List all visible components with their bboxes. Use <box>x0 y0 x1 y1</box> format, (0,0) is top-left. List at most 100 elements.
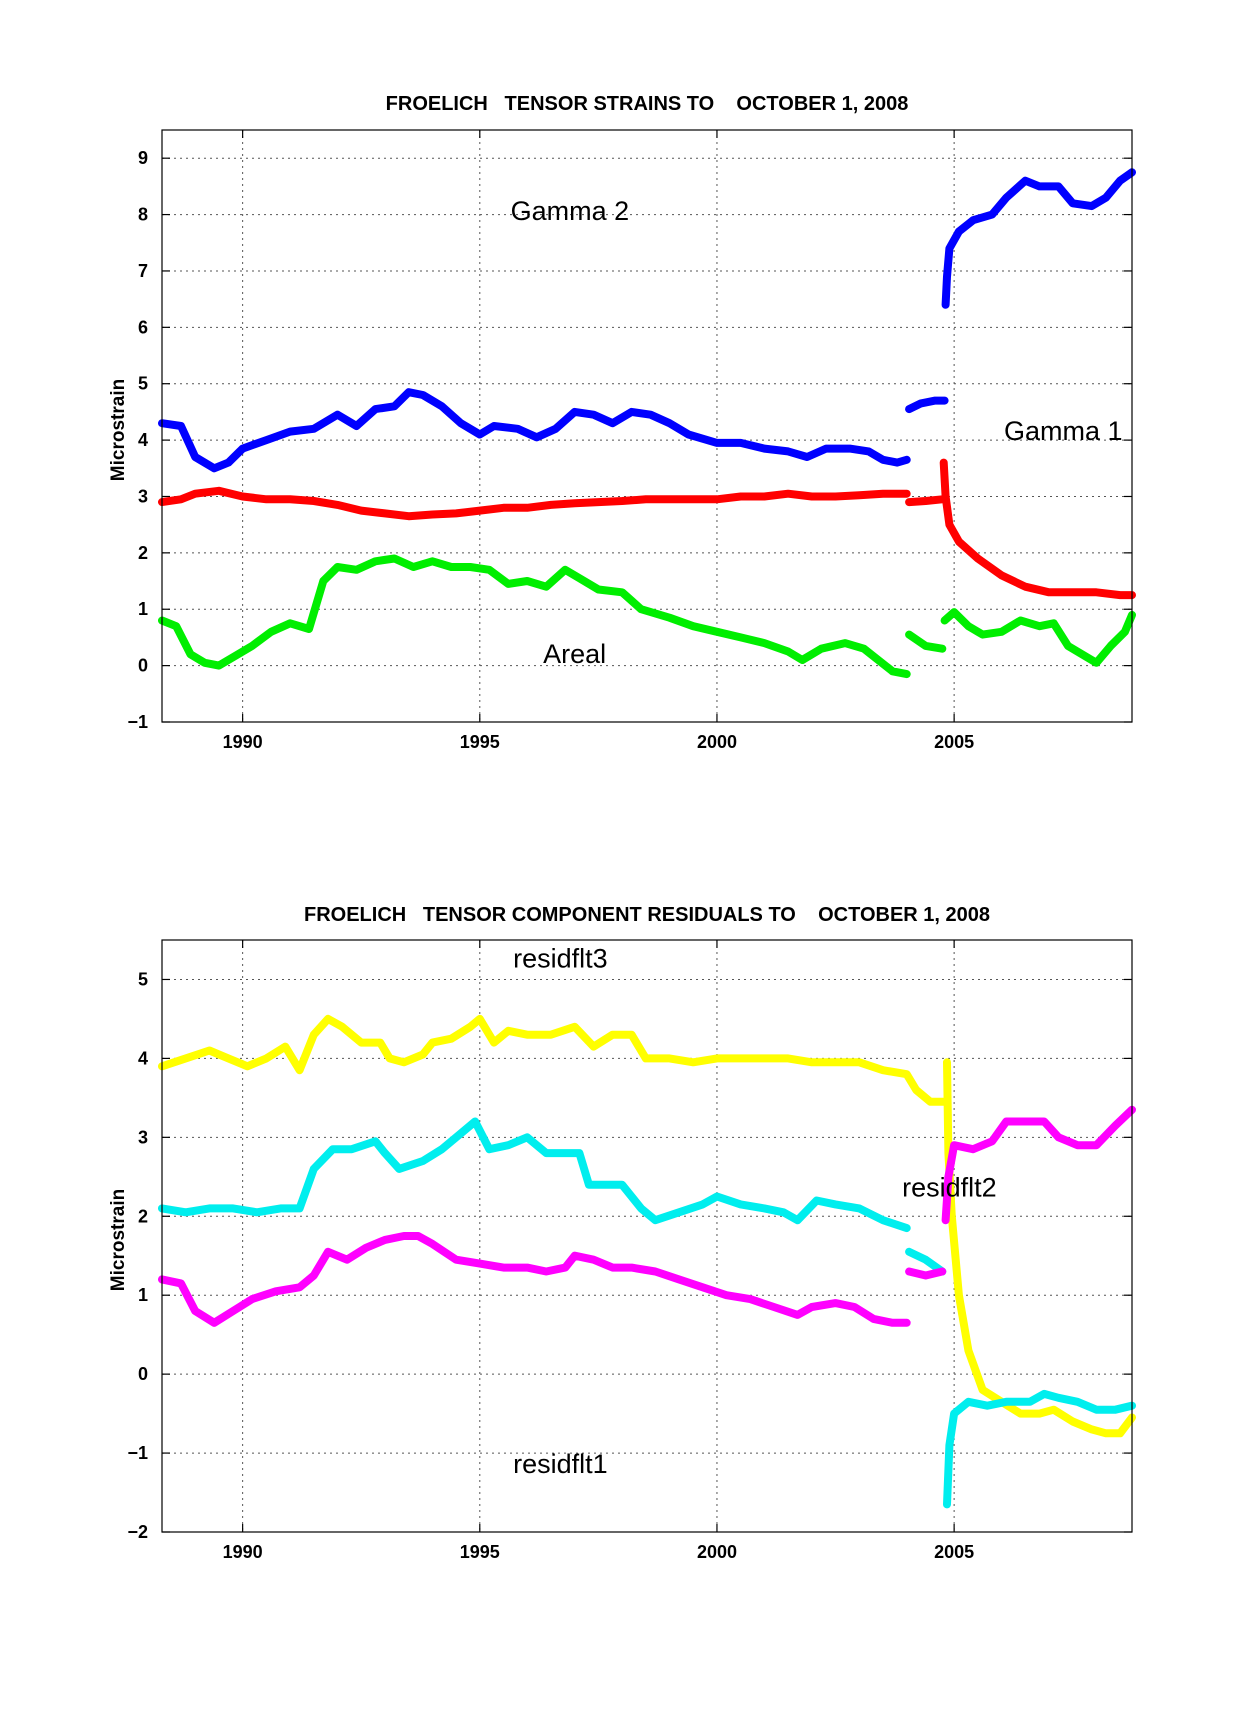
residflt1-point <box>428 1240 436 1248</box>
residflt3-point <box>182 1054 190 1062</box>
gamma-2-point <box>988 211 996 219</box>
gamma-1-point <box>879 490 887 498</box>
x-tick-label: 2000 <box>697 732 737 752</box>
gamma-1-point <box>666 495 673 503</box>
residflt1-point <box>905 1268 913 1275</box>
residflt1-point <box>1002 1118 1010 1125</box>
gamma-2-point <box>476 431 484 438</box>
residflt1-point <box>400 1232 408 1240</box>
x-tick-label: 2000 <box>697 1542 737 1562</box>
x-tick-label: 2005 <box>934 732 974 752</box>
residflt3-point <box>357 1039 365 1047</box>
residflt1-point <box>770 1303 778 1311</box>
gamma-1-point <box>500 504 507 512</box>
gamma-1-point <box>1021 583 1029 591</box>
residflt1-point <box>500 1264 507 1272</box>
gamma-1-point <box>1069 588 1077 596</box>
residflt3-point <box>943 1058 951 1066</box>
areal-point <box>841 639 849 647</box>
gamma-1-point <box>381 509 389 517</box>
y-tick-label: 3 <box>138 486 148 506</box>
gamma-1-point <box>713 495 721 503</box>
residflt3-point <box>224 1054 232 1062</box>
areal-point <box>784 648 792 655</box>
y-tick-label: 5 <box>138 969 148 989</box>
areal-point <box>1036 622 1043 630</box>
gamma-2-point <box>1055 182 1062 190</box>
strains-plot-area: 1990 1995 2000 2005 −1 0 1 2 3 4 5 6 7 8 9 <box>127 130 1136 752</box>
residflt1-point <box>922 1272 930 1279</box>
gamma-2-point <box>628 408 636 416</box>
gamma-2-point <box>239 445 247 453</box>
gamma-1-point <box>905 498 913 506</box>
residflt3-annotation: residflt3 <box>513 944 608 974</box>
gamma-1-point <box>547 501 555 509</box>
residuals-title: FROELICH TENSOR COMPONENT RESIDUALS TO O… <box>304 904 990 926</box>
areal-point <box>713 628 721 636</box>
residflt2-point <box>905 1248 913 1256</box>
residflt1-point <box>296 1283 304 1291</box>
residflt2-point <box>813 1197 821 1204</box>
areal-point <box>1092 659 1100 667</box>
residflt2-point <box>1002 1398 1010 1406</box>
residflt2-point <box>950 1410 958 1418</box>
residflt2-point <box>205 1204 213 1212</box>
gamma-2-point <box>1002 194 1010 202</box>
gamma-2-point <box>945 244 953 252</box>
residflt3-point <box>689 1058 697 1066</box>
residflt2-point <box>945 1441 953 1449</box>
areal-point <box>409 563 417 571</box>
areal-trace <box>158 554 911 679</box>
x-tick-label: 1990 <box>223 732 263 752</box>
residflt1-point <box>571 1252 579 1260</box>
residflt1-point <box>942 1216 950 1224</box>
gamma-2-point <box>931 397 939 405</box>
residflt1-point <box>808 1303 816 1311</box>
gamma-2-series <box>158 168 1136 473</box>
gamma-1-point <box>808 493 816 500</box>
gamma-1-point <box>832 493 839 500</box>
residflt3-point <box>808 1058 816 1066</box>
gamma-1-point <box>357 507 365 515</box>
residflt2-point <box>675 1208 683 1216</box>
areal-point <box>1083 653 1091 661</box>
areal-point <box>353 566 360 574</box>
gamma-2-point <box>457 419 465 427</box>
residflt1-trace <box>158 1232 911 1327</box>
residflt3-point <box>1069 1418 1077 1425</box>
residflt2-point <box>310 1165 318 1173</box>
residflt3-point <box>926 1098 934 1106</box>
areal-point <box>860 645 868 653</box>
strains-y-axis-label: Microstrain <box>108 379 129 481</box>
gamma-1-trace <box>939 458 1136 600</box>
gamma-2-point <box>943 273 951 281</box>
residflt3-point <box>296 1066 304 1074</box>
gamma-1-point <box>286 495 294 503</box>
y-tick-label: 5 <box>138 374 148 394</box>
residflt2-point <box>983 1402 991 1410</box>
gamma-2-point <box>893 459 901 467</box>
gamma-2-point <box>760 445 768 453</box>
residflt2-point <box>651 1216 659 1224</box>
residflt1-point <box>1021 1118 1029 1125</box>
residflt1-point <box>1111 1122 1119 1129</box>
residflt2-point <box>760 1204 768 1212</box>
residflt2-point <box>1074 1398 1081 1406</box>
gamma-2-point <box>590 411 598 419</box>
areal-point <box>1107 642 1115 650</box>
gamma-2-point <box>1021 177 1029 185</box>
gamma-1-point <box>903 490 911 498</box>
areal-point <box>1064 642 1072 650</box>
residflt2-point <box>182 1208 190 1216</box>
residflt3-point <box>855 1058 863 1066</box>
residflt3-point <box>879 1066 887 1074</box>
areal-point <box>215 662 223 670</box>
residflt2-point <box>542 1149 550 1157</box>
areal-point <box>938 645 946 653</box>
gamma-2-point <box>737 439 745 447</box>
areal-point <box>798 656 806 664</box>
gamma-1-point <box>334 501 341 509</box>
gamma-1-point <box>215 487 223 495</box>
residflt1-point <box>651 1268 659 1275</box>
residflt1-point <box>210 1319 218 1327</box>
